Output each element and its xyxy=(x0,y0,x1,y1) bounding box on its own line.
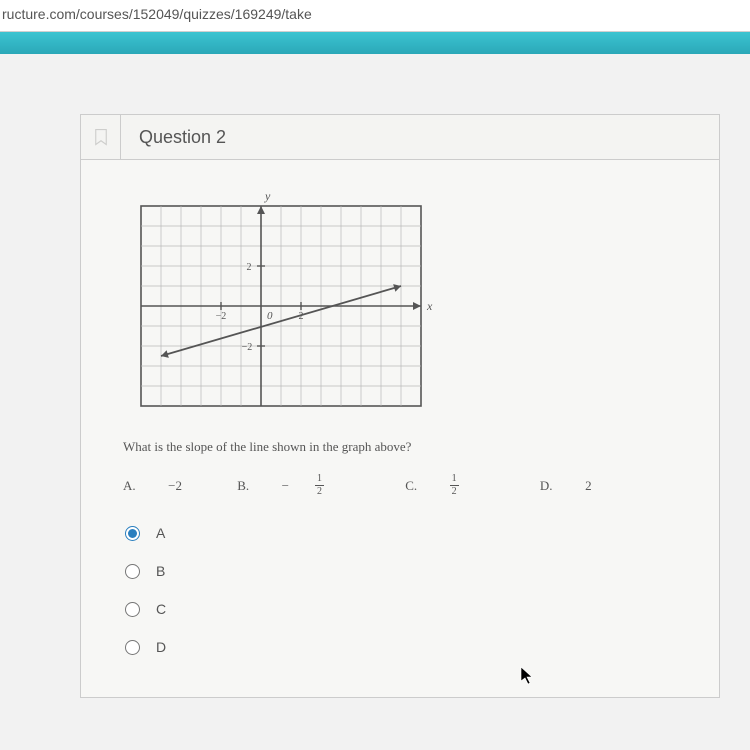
svg-text:−2: −2 xyxy=(242,342,253,353)
question-card: Question 2 −2022−2yx What is the slope o… xyxy=(80,114,720,698)
slope-graph: −2022−2yx xyxy=(123,188,439,424)
flag-question-button[interactable] xyxy=(81,115,121,159)
inline-answer-choices: A. −2 B. −12 C. 12 D. 2 xyxy=(123,474,695,497)
choice-b-inline: B. −12 xyxy=(237,474,376,497)
choice-d-inline: D. 2 xyxy=(540,477,618,494)
option-b-radio[interactable] xyxy=(125,564,140,579)
option-c-label: C xyxy=(156,601,166,617)
bookmark-icon xyxy=(92,127,110,147)
svg-text:y: y xyxy=(264,189,271,203)
svg-text:0: 0 xyxy=(267,310,273,322)
question-prompt: What is the slope of the line shown in t… xyxy=(123,438,443,456)
url-text: ructure.com/courses/152049/quizzes/16924… xyxy=(0,6,312,22)
option-d[interactable]: D xyxy=(125,639,695,655)
option-b-label: B xyxy=(156,563,165,579)
graph-figure: −2022−2yx xyxy=(123,188,695,424)
quiz-content: Question 2 −2022−2yx What is the slope o… xyxy=(0,54,750,750)
answer-options: A B C D xyxy=(123,525,695,655)
svg-text:x: x xyxy=(426,299,433,313)
option-d-label: D xyxy=(156,639,166,655)
choice-c-inline: C. 12 xyxy=(405,474,510,497)
option-a-radio[interactable] xyxy=(125,526,140,541)
question-header: Question 2 xyxy=(81,115,719,160)
question-title: Question 2 xyxy=(121,127,226,148)
option-a[interactable]: A xyxy=(125,525,695,541)
question-body: −2022−2yx What is the slope of the line … xyxy=(81,160,719,697)
option-c[interactable]: C xyxy=(125,601,695,617)
svg-text:2: 2 xyxy=(247,262,252,273)
choice-a-inline: A. −2 xyxy=(123,477,208,494)
option-a-label: A xyxy=(156,525,165,541)
browser-address-bar: ructure.com/courses/152049/quizzes/16924… xyxy=(0,0,750,32)
option-c-radio[interactable] xyxy=(125,602,140,617)
svg-text:−2: −2 xyxy=(216,311,227,322)
option-d-radio[interactable] xyxy=(125,640,140,655)
option-b[interactable]: B xyxy=(125,563,695,579)
browser-accent-strip xyxy=(0,32,750,54)
